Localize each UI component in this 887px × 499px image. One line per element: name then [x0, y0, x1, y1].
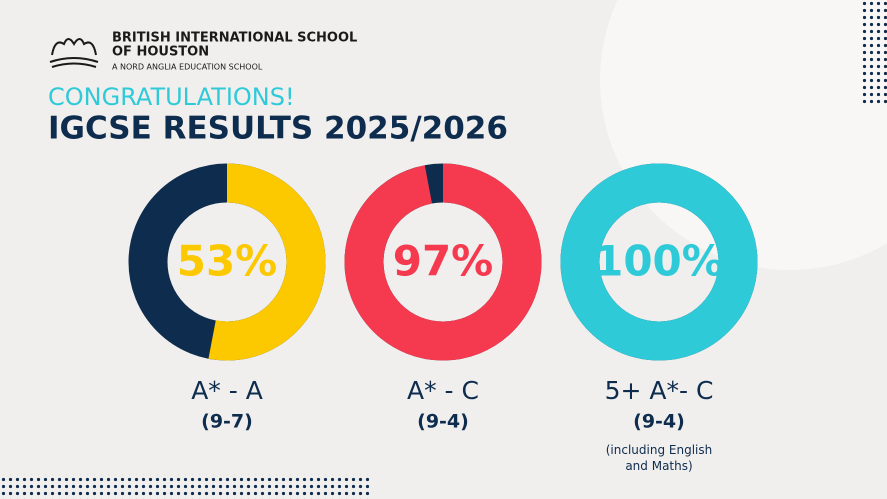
donut-title: 5+ A*- C	[605, 376, 714, 405]
donut-note: (including English and Maths)	[605, 443, 713, 473]
headline: CONGRATULATIONS!	[48, 83, 295, 111]
note-box: (including English and Maths)	[605, 443, 713, 473]
logo	[49, 38, 99, 68]
donut-title: A* - C	[407, 376, 479, 405]
donut-subtitle: (9-4)	[633, 411, 685, 433]
donut-segment	[560, 163, 758, 361]
donut-segment	[344, 163, 542, 361]
donut-subtitle: (9-7)	[201, 411, 253, 433]
donut-subtitle: (9-4)	[417, 411, 469, 433]
value-label: 100%	[594, 237, 724, 286]
donut-title: A* - A	[191, 376, 263, 405]
value-label: 97%	[393, 237, 494, 286]
title: IGCSE RESULTS 2025/2026	[48, 111, 508, 147]
decor-dots	[0, 474, 370, 499]
decor-dots	[862, 0, 887, 105]
school-tagline: A NORD ANGLIA EDUCATION SCHOOL	[112, 63, 263, 72]
donut-segment	[128, 163, 326, 361]
school-name: OF HOUSTON	[112, 45, 209, 60]
value-label: 53%	[177, 237, 278, 286]
school-name: BRITISH INTERNATIONAL SCHOOL	[112, 31, 357, 46]
